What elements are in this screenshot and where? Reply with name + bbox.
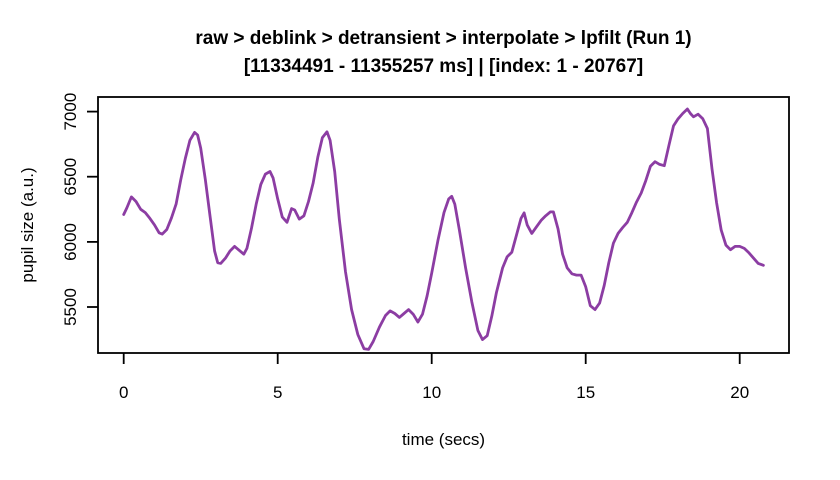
pupil-trace-line [122, 107, 765, 351]
y-tick-label: 5500 [61, 288, 80, 326]
plot-title-line2: [11334491 - 11355257 ms] | [index: 1 - 2… [243, 56, 644, 77]
plot-title-line1: raw > deblink > detransient > interpolat… [195, 28, 692, 49]
y-tick-label: 6500 [61, 158, 80, 196]
y-tick-label: 7000 [61, 93, 80, 131]
y-tick-label: 6000 [61, 223, 80, 261]
y-axis-label: pupil size (a.u.) [18, 167, 37, 283]
x-tick-label: 5 [273, 383, 282, 402]
x-tick-label: 15 [576, 383, 595, 402]
x-tick-label: 20 [730, 383, 749, 402]
x-tick-label: 10 [422, 383, 441, 402]
plot-title: raw > deblink > detransient > interpolat… [98, 25, 789, 81]
x-tick-label: 0 [119, 383, 128, 402]
plot-box [97, 96, 790, 354]
x-axis-label: time (secs) [401, 430, 486, 449]
